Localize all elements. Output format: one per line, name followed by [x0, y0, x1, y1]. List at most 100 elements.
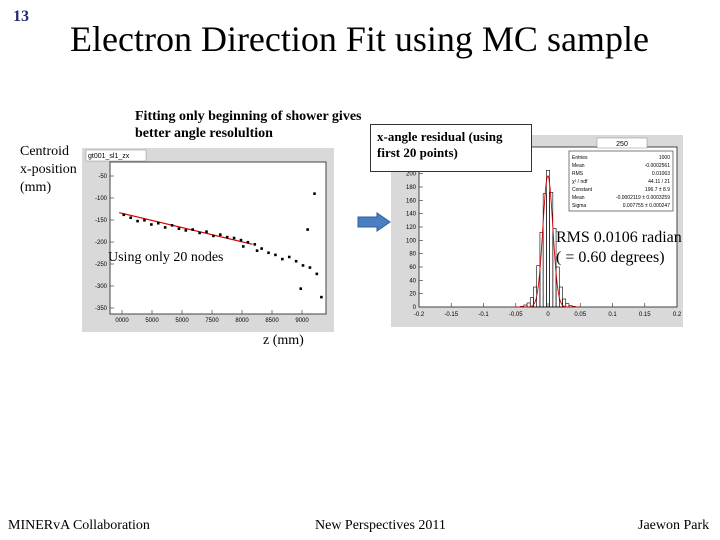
footer-author: Jaewon Park — [638, 518, 710, 533]
stats-value: -0.0002561 — [645, 163, 671, 169]
stats-key: Mean — [572, 163, 585, 169]
y-tick-label: 40 — [409, 278, 416, 284]
histogram-title: 250 — [616, 141, 628, 148]
y-tick-label: 80 — [409, 252, 416, 258]
y-tick-label: 140 — [406, 212, 417, 218]
data-point — [218, 233, 222, 236]
x-tick-label: -0.2 — [414, 312, 425, 318]
y-tick-label: -350 — [95, 306, 108, 312]
x-tick-label: 0 — [546, 312, 550, 318]
x-tick-label: 0000 — [115, 318, 129, 324]
fit-note: Fitting only beginning of shower gives b… — [135, 109, 362, 141]
y-axis-label: Centroid x-position (mm) — [20, 143, 77, 197]
data-point — [281, 257, 284, 261]
x-tick-label: -0.15 — [444, 312, 458, 318]
stats-key: χ² / ndf — [572, 179, 588, 185]
y-tick-label: 120 — [406, 225, 417, 231]
data-point — [225, 235, 229, 239]
footer-collaboration: MINERvA Collaboration — [8, 518, 150, 533]
data-point — [294, 259, 298, 263]
data-point — [301, 264, 305, 267]
x-axis-label: z (mm) — [263, 333, 304, 348]
data-point — [232, 236, 236, 240]
y-tick-label: -200 — [95, 240, 108, 246]
rms-line: ( = 0.60 degrees) — [556, 249, 665, 266]
footer-conference: New Perspectives 2011 — [315, 518, 446, 533]
histogram-bar — [562, 298, 567, 308]
x-tick-label: 9000 — [295, 318, 309, 324]
data-point — [274, 253, 277, 257]
data-point — [241, 245, 245, 248]
y-tick-label: 0 — [413, 305, 417, 311]
data-point — [212, 234, 215, 238]
residual-callout: x-angle residual (using first 20 points) — [370, 124, 532, 172]
arrow-right-icon — [357, 212, 391, 237]
data-point — [306, 228, 309, 231]
y-tick-label: -150 — [95, 218, 108, 224]
x-tick-label: 5000 — [175, 318, 189, 324]
data-point — [150, 223, 153, 226]
x-tick-label: 0.05 — [574, 312, 586, 318]
rms-annotation: RMS 0.0106 radian ( = 0.60 degrees) — [556, 228, 682, 268]
plot-frame-title: gt001_sl1_zx — [88, 153, 130, 160]
stats-key: Entries — [572, 155, 588, 161]
stats-value: 196.7 ± 8.9 — [645, 187, 670, 193]
data-point — [198, 231, 201, 235]
y-tick-label: -100 — [95, 196, 108, 202]
rms-line: RMS 0.0106 radian — [556, 229, 682, 246]
y-tick-label: 20 — [409, 292, 416, 298]
stats-key: Mean — [572, 195, 585, 201]
data-point — [255, 249, 259, 252]
scatter-plot-panel: gt001_sl1_zx -50 -100 -150 -200 -250 -300 -350… — [82, 148, 334, 337]
data-point — [246, 240, 250, 244]
data-point — [253, 243, 257, 246]
data-point — [184, 229, 188, 232]
slide-number: 13 — [13, 8, 29, 25]
y-tick-label: 180 — [406, 185, 417, 191]
stats-value: 0.007755 ± 0.000247 — [623, 203, 670, 209]
data-point — [122, 213, 126, 217]
y-axis-label-line: x-position — [20, 162, 77, 177]
x-tick-label: 7500 — [205, 318, 219, 324]
y-tick-label: 100 — [406, 238, 417, 244]
stats-key: Sigma — [572, 203, 586, 209]
x-tick-label: -0.05 — [509, 312, 523, 318]
stats-value: 44.11 / 21 — [648, 179, 670, 185]
data-point — [308, 266, 312, 269]
data-point — [191, 228, 195, 231]
data-point — [299, 287, 303, 290]
data-point — [320, 295, 323, 299]
x-tick-label: 8500 — [265, 318, 279, 324]
stats-value: 0.01063 — [652, 171, 670, 177]
y-tick-label: 60 — [409, 265, 416, 271]
data-point — [177, 227, 181, 231]
data-point — [239, 238, 243, 242]
data-point — [315, 272, 319, 276]
fit-line — [119, 212, 253, 245]
y-axis-label-line: Centroid — [20, 144, 69, 159]
gaussian-fit-curve — [515, 175, 581, 308]
plot-frame — [109, 161, 327, 315]
stats-value: 1000 — [659, 155, 670, 161]
x-tick-label: 5000 — [145, 318, 159, 324]
data-point — [260, 247, 263, 250]
stats-box — [568, 150, 674, 212]
stats-key: Constant — [572, 187, 593, 193]
slide-title: Electron Direction Fit using MC sample — [70, 19, 649, 59]
x-tick-label: 8000 — [235, 318, 249, 324]
data-point — [287, 255, 291, 259]
scatter-plot: gt001_sl1_zx -50 -100 -150 -200 -250 -300 -350… — [82, 148, 334, 332]
data-point — [205, 230, 208, 233]
y-axis-label-line: (mm) — [20, 180, 52, 195]
histogram-plot: 250 220200180160140120100806040200 -0.2-… — [391, 135, 683, 327]
data-point — [129, 216, 132, 220]
y-tick-label: -300 — [95, 284, 108, 290]
stats-value: -0.0002119 ± 0.0003259 — [616, 195, 670, 201]
data-point — [143, 218, 146, 222]
x-tick-label: 0.1 — [608, 312, 617, 318]
y-tick-label: -50 — [98, 174, 107, 180]
x-tick-label: 0.15 — [639, 312, 651, 318]
y-tick-label: -250 — [95, 262, 108, 268]
y-tick-label: 160 — [406, 198, 417, 204]
data-point — [170, 224, 174, 227]
